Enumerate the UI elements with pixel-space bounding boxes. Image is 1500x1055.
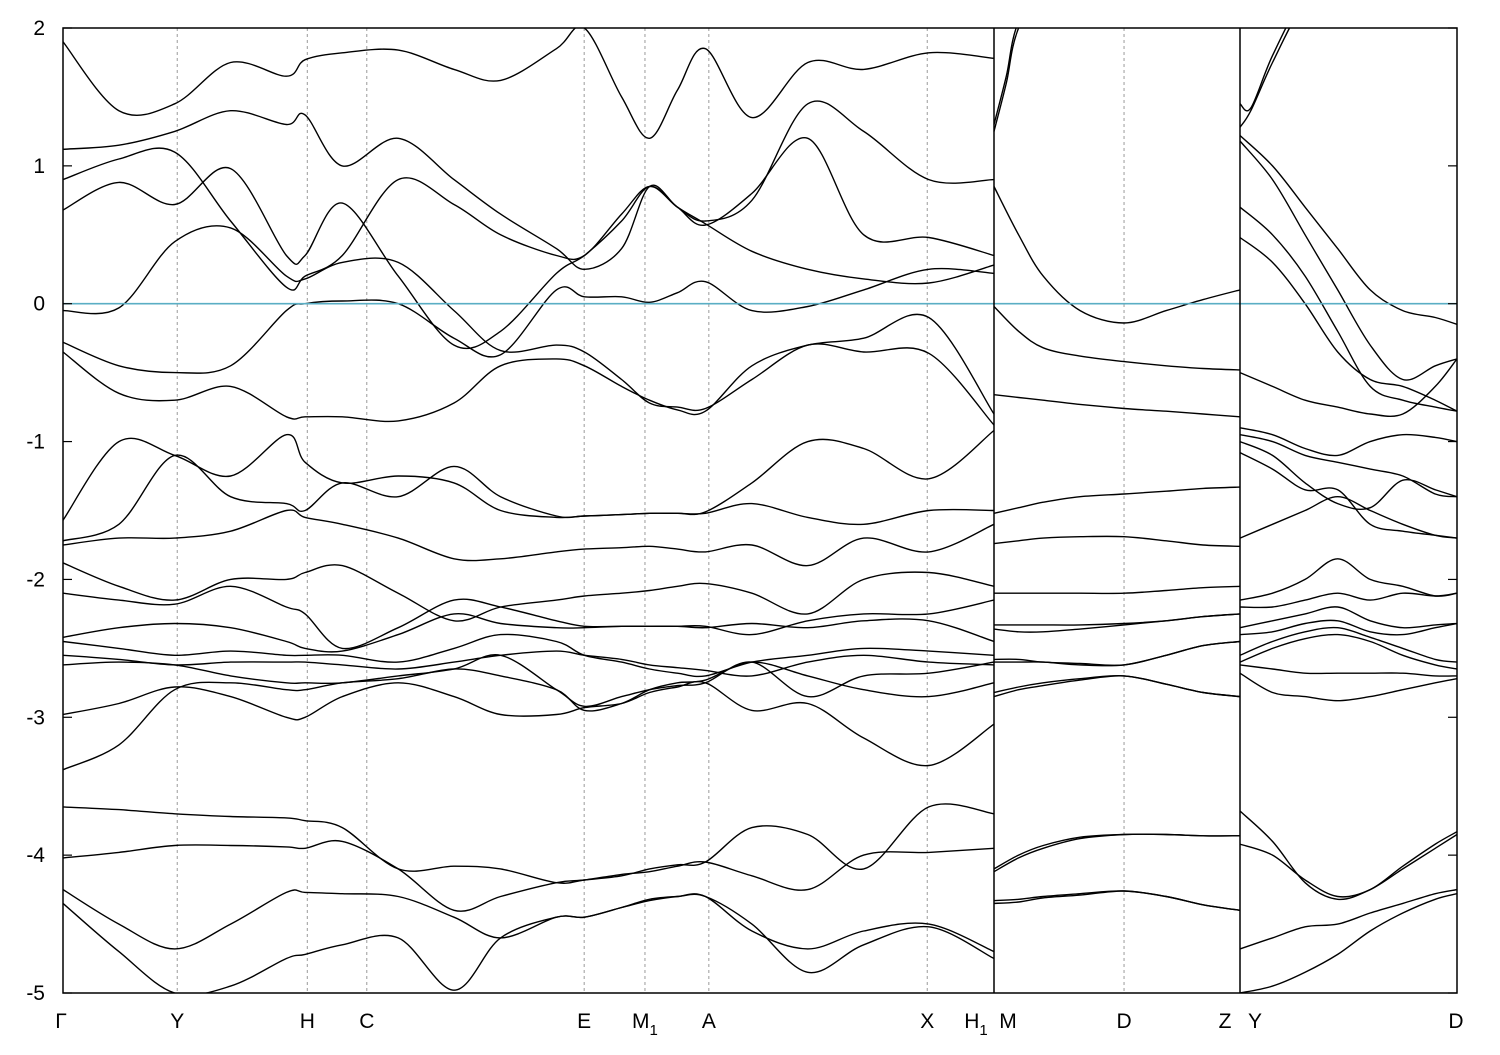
band-line (994, 613, 1241, 626)
kpoint-label: X (920, 1010, 934, 1033)
kpoint-label: H1 (964, 1010, 988, 1039)
y-tick-label: -3 (26, 706, 45, 729)
y-tick-label: -5 (26, 982, 45, 1005)
band-line (63, 613, 995, 653)
band-line (1239, 810, 1457, 901)
kpoint-label: M (999, 1010, 1017, 1033)
band-line (993, 28, 1020, 132)
kpoint-label: Z (1219, 1010, 1232, 1033)
band-line (63, 654, 995, 708)
kpoint-label: H (300, 1010, 315, 1033)
band-line (993, 640, 1241, 667)
band-line (63, 509, 995, 567)
band-line (1239, 558, 1457, 601)
y-tick-label: 2 (33, 17, 45, 40)
kpoint-label: A (702, 1010, 716, 1033)
kpoint-label: Γ (55, 1010, 67, 1033)
band-line (63, 680, 995, 767)
band-line (1239, 592, 1457, 609)
band-line (1239, 626, 1457, 663)
band-line (1239, 672, 1457, 702)
band-line (1239, 28, 1291, 128)
band-line (1239, 358, 1457, 418)
band-line (63, 562, 995, 622)
band-line (1239, 140, 1457, 381)
band-line (993, 28, 1017, 125)
y-axis: -5 -4 -3 -2 -1 0 1 2 (26, 17, 1457, 1005)
band-line (63, 633, 995, 678)
band-line (63, 889, 995, 953)
band-line (993, 306, 1241, 371)
band-line (1239, 633, 1457, 670)
band-line (993, 394, 1241, 418)
kpoint-label: D (1448, 1010, 1463, 1033)
band-line (993, 613, 1241, 633)
bands (63, 28, 1457, 993)
band-line (63, 137, 995, 291)
y-tick-label: -1 (26, 431, 45, 454)
y-tick-label: -4 (26, 844, 45, 867)
band-line (1239, 664, 1457, 677)
band-line (1239, 206, 1457, 412)
band-line (63, 28, 995, 139)
band-line (993, 535, 1241, 547)
band-line (63, 893, 995, 993)
band-line (993, 833, 1241, 870)
kpoint-label: D (1116, 1010, 1131, 1033)
band-line (993, 486, 1241, 514)
band-line (994, 585, 1241, 595)
band-line (1239, 427, 1457, 457)
kpoint-label: C (359, 1010, 374, 1033)
band-line (993, 675, 1241, 698)
plot-frame (62, 27, 1458, 994)
band-line (1239, 28, 1287, 112)
band-line (1239, 606, 1457, 629)
band-line (63, 100, 995, 270)
kpoint-label: E (577, 1010, 591, 1033)
band-line (1239, 440, 1457, 510)
plot-border (62, 27, 1458, 994)
band-line (993, 890, 1241, 911)
band-line (993, 675, 1241, 698)
band-line (1239, 236, 1457, 412)
y-tick-label: -2 (26, 568, 45, 591)
kpoint-label: M1 (632, 1010, 658, 1039)
band-line (63, 429, 995, 521)
band-line (1239, 434, 1457, 498)
band-line (1239, 888, 1457, 950)
band-line (1239, 134, 1457, 326)
band-line (993, 890, 1241, 911)
band-line (63, 267, 995, 374)
band-line (1239, 619, 1457, 636)
band-line (993, 186, 1241, 324)
band-line (63, 661, 995, 771)
band-line (1239, 496, 1457, 539)
band-line (63, 166, 995, 350)
y-tick-label: 0 (33, 293, 45, 316)
band-line (993, 833, 1241, 873)
band-line (63, 454, 995, 542)
band-line (63, 803, 995, 884)
y-tick-label: 1 (33, 155, 45, 178)
band-line (63, 313, 995, 423)
band-line (63, 650, 995, 677)
band-line (1239, 831, 1457, 898)
x-axis: Γ Y H C E M1 A X H1 M D Z Y D (55, 1010, 1463, 1039)
band-line (1239, 451, 1457, 539)
kpoint-label: Y (170, 1010, 184, 1033)
band-line (63, 585, 995, 650)
band-line (63, 839, 995, 912)
kpoint-label: Y (1248, 1010, 1262, 1033)
band-line (1239, 893, 1457, 993)
